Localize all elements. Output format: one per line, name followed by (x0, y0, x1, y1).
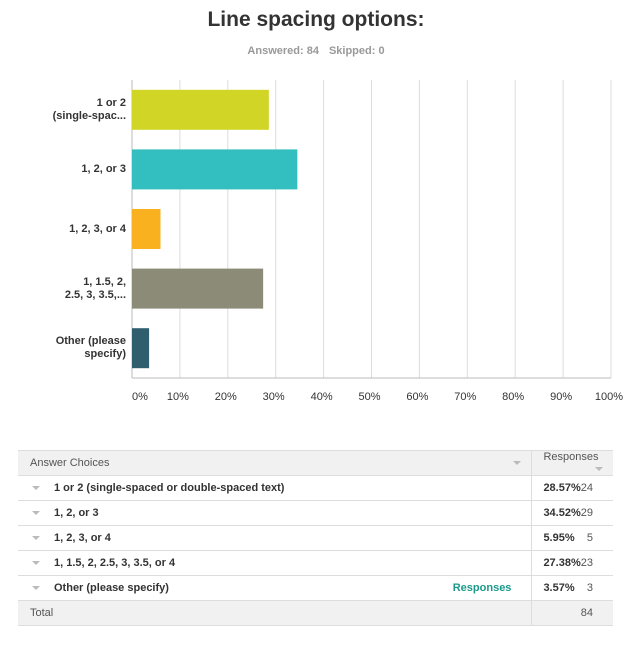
answer-choice: 1, 1.5, 2, 2.5, 3, 3.5, or 4 (54, 557, 176, 569)
x-tick-label: 10% (167, 391, 189, 403)
response-count: 5 (580, 525, 613, 551)
x-tick-label: 30% (263, 391, 285, 403)
table-row: 1, 2, 3, or 4 5.95% 5 (18, 525, 613, 551)
header-text: Responses (543, 451, 599, 463)
header-cell: Responses (531, 450, 613, 476)
x-tick-label: 80% (502, 391, 524, 403)
x-tick-label: 100% (595, 391, 623, 403)
row-toggle[interactable] (18, 582, 54, 594)
answer-choice: 1, 2, or 3 (54, 507, 99, 519)
sort-control[interactable] (595, 463, 603, 475)
row-cell (452, 475, 532, 501)
response-percent: 5.95% (531, 525, 581, 551)
response-percent: 27.38% (531, 550, 581, 576)
total-row: Total 84 (18, 600, 613, 626)
category-label: 1, 2, 3, or 4 (69, 222, 126, 235)
subtitle: Answered: 84 Skipped: 0 (0, 45, 632, 57)
answered: Answered: 84 (247, 45, 319, 57)
bar (132, 89, 269, 130)
header-cell: Answer Choices (18, 450, 532, 476)
row-toggle[interactable] (18, 482, 54, 494)
bar (132, 268, 264, 309)
x-tick-label: 50% (358, 391, 380, 403)
row-cell (452, 500, 532, 526)
row-cell: 1, 1.5, 2, 2.5, 3, 3.5, or 4 (18, 550, 453, 576)
row-cell: Other (please specify) (18, 575, 453, 601)
total-spacer (531, 600, 581, 626)
table-row: Other (please specify) Responses 3.57% 3 (18, 575, 613, 601)
x-tick-label: 40% (311, 391, 333, 403)
dropdown-caret (595, 467, 603, 472)
bar (132, 328, 150, 369)
answer-choice: Other (please specify) (54, 582, 169, 594)
response-count: 23 (580, 550, 613, 576)
row-cell: 1 or 2 (single-spaced or double-spaced t… (18, 475, 453, 501)
category-label: 1, 2, or 3 (81, 162, 126, 175)
row-cell: Responses (452, 575, 532, 601)
x-tick-label: 90% (550, 391, 572, 403)
table: Answer Choices Responses 1 or 2 (single-sp… (18, 450, 613, 626)
answer-choice: 1, 2, 3, or 4 (54, 532, 111, 544)
responses-link[interactable]: Responses (452, 582, 512, 594)
row-toggle[interactable] (18, 507, 54, 519)
x-tick-label: 0% (132, 391, 148, 403)
x-tick-label: 70% (454, 391, 476, 403)
total-label: Total (18, 600, 532, 626)
answer-choice: 1 or 2 (single-spaced or double-spaced t… (54, 482, 285, 494)
row-toggle[interactable] (18, 532, 54, 544)
row-cell (452, 550, 532, 576)
row-toggle[interactable] (18, 557, 54, 569)
response-count: 29 (580, 500, 613, 526)
response-percent: 34.52% (531, 500, 581, 526)
response-count: 24 (580, 475, 613, 501)
table-row: 1, 1.5, 2, 2.5, 3, 3.5, or 4 27.38% 23 (18, 550, 613, 576)
header-row: Answer Choices Responses (18, 450, 613, 476)
table-row: 1 or 2 (single-spaced or double-spaced t… (18, 475, 613, 501)
response-percent: 28.57% (531, 475, 581, 501)
x-tick-label: 60% (406, 391, 428, 403)
dropdown-caret (32, 561, 40, 566)
response-count: 3 (580, 575, 613, 601)
sort-control[interactable] (513, 457, 522, 469)
skipped: Skipped: 0 (328, 45, 385, 57)
row-cell (452, 525, 532, 551)
dropdown-caret (513, 461, 522, 466)
response-percent: 3.57% (531, 575, 581, 601)
bar (132, 149, 298, 190)
row-cell: 1, 2, or 3 (18, 500, 453, 526)
chart: 0% 10% 20% 30% 40% 50% 60% 70% 80% 90% 100% (131, 80, 623, 403)
header-text: Answer Choices (30, 457, 110, 469)
dropdown-caret (32, 486, 40, 491)
dropdown-caret (32, 511, 40, 516)
dropdown-caret (32, 536, 40, 541)
category-label: 1, 1.5, 2, 2.5, 3, 3.5,... (64, 275, 126, 301)
total-count: 84 (580, 600, 613, 626)
dropdown-caret (32, 586, 40, 591)
x-tick-label: 20% (215, 391, 237, 403)
category-label: 1 or 2 (single-spac... (52, 96, 126, 122)
table-row: 1, 2, or 3 34.52% 29 (18, 500, 613, 526)
title: Line spacing options: (207, 8, 425, 31)
bar (132, 209, 161, 249)
category-label: Other (please specify) (55, 335, 126, 361)
row-cell: 1, 2, 3, or 4 (18, 525, 453, 551)
